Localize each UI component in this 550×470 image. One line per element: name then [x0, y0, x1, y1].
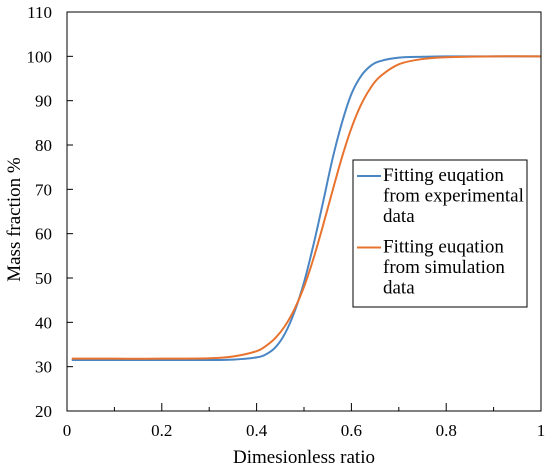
y-tick-label: 50 — [35, 269, 52, 288]
series-line-1 — [71, 55, 541, 362]
x-tick-label: 1 — [537, 421, 546, 440]
y-tick-label: 70 — [35, 180, 52, 199]
tick-labels-layer: 0 0.2 0.4 0.6 0.8 1 20 30 40 50 60 70 80 90 100 110 — [27, 3, 546, 440]
legend-label-line: data — [383, 278, 415, 299]
legend-label-line: Fitting euqation — [383, 237, 504, 258]
y-tick-label: 20 — [35, 402, 52, 421]
legend-label-line: Fitting euqation — [383, 165, 504, 186]
legend-label-2: Fitting euqation from simulation data — [383, 237, 505, 299]
ticks-layer — [66, 11, 542, 412]
series-line-2 — [71, 55, 542, 360]
y-tick-label: 100 — [27, 47, 53, 66]
y-tick-label: 80 — [35, 136, 52, 155]
x-tick-label: 0.6 — [341, 421, 362, 440]
legend-label-line: from simulation — [383, 257, 505, 278]
series-layer — [71, 55, 542, 362]
legend-label-line: data — [383, 206, 415, 227]
y-tick-label: 90 — [35, 92, 52, 111]
legend: Fitting euqation from experimental dataFit… — [352, 159, 528, 308]
y-tick-label: 30 — [35, 358, 52, 377]
x-axis-title: Dimesionless ratio — [233, 447, 375, 468]
y-tick-label: 60 — [35, 225, 52, 244]
legend-box — [352, 159, 528, 308]
legend-label-1: Fitting euqation from experimental data — [383, 165, 524, 227]
legend-label-line: from experimental — [383, 186, 524, 207]
y-axis-title: Mass fraction % — [4, 157, 25, 282]
x-tick-label: 0.8 — [436, 421, 457, 440]
x-tick-label: 0.4 — [246, 421, 268, 440]
x-tick-label: 0.2 — [151, 421, 172, 440]
y-tick-label: 110 — [27, 3, 52, 22]
y-tick-label: 40 — [35, 313, 52, 332]
x-tick-label: 0 — [63, 421, 72, 440]
